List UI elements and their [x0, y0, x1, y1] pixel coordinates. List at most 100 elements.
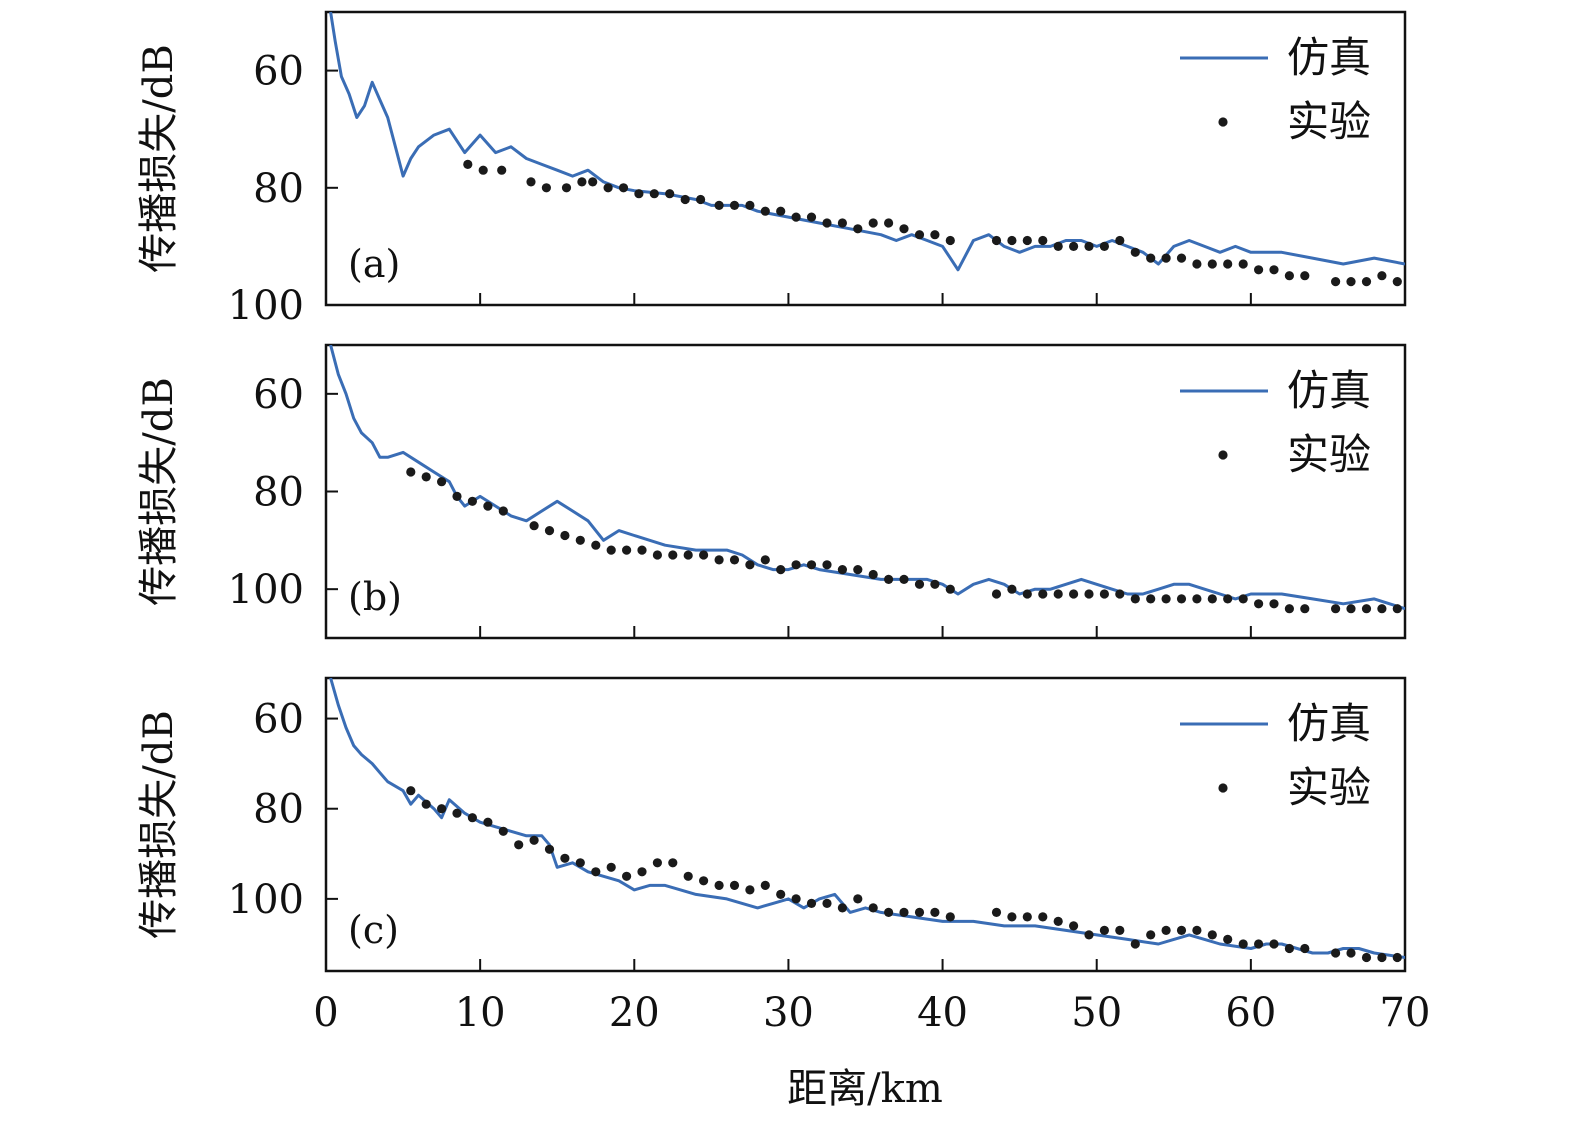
exp-point [1007, 912, 1017, 922]
x-axis-title: 距离/km [787, 1066, 943, 1112]
x-tick-label: 20 [609, 990, 660, 1036]
x-tick-label: 10 [455, 990, 506, 1036]
y-axis-title: 传播损失/dB [136, 710, 182, 938]
legend-exp-swatch [1218, 450, 1228, 460]
exp-point [1053, 589, 1063, 599]
exp-point [868, 218, 878, 228]
exp-point [745, 560, 755, 570]
exp-point [1346, 277, 1356, 287]
exp-point [853, 224, 863, 234]
exp-point [1115, 589, 1125, 599]
exp-point [1115, 925, 1125, 936]
exp-point [1238, 594, 1248, 604]
exp-point [529, 835, 539, 845]
exp-point [930, 230, 940, 240]
exp-point [837, 218, 848, 228]
exp-point [683, 871, 693, 881]
exp-point [467, 813, 477, 823]
exp-point [1161, 594, 1171, 604]
exp-point [945, 584, 955, 594]
y-tick-label: 100 [228, 567, 304, 613]
exp-point [1130, 247, 1140, 257]
exp-point [1331, 948, 1341, 958]
y-tick-label: 80 [253, 470, 304, 516]
exp-point [930, 907, 940, 918]
exp-point [745, 885, 755, 895]
exp-point [1254, 599, 1264, 609]
exp-point [634, 189, 644, 199]
y-tick-label: 60 [253, 697, 304, 743]
exp-point [463, 159, 473, 169]
exp-point [1007, 584, 1017, 594]
exp-point [1223, 259, 1233, 269]
exp-point [1115, 235, 1125, 246]
exp-point [899, 907, 909, 918]
exp-point [1346, 604, 1356, 614]
exp-point [1331, 277, 1341, 287]
exp-point [421, 472, 431, 482]
plot-frame [324, 343, 1407, 640]
exp-point [680, 194, 690, 205]
x-tick-label: 60 [1225, 990, 1276, 1036]
exp-point [776, 206, 786, 216]
exp-point [1069, 241, 1079, 251]
exp-point [1269, 599, 1279, 609]
y-tick-label: 80 [253, 787, 304, 833]
exp-point [696, 194, 706, 205]
exp-point [884, 907, 894, 918]
exp-point [483, 817, 493, 827]
legend-exp-swatch [1218, 117, 1228, 127]
exp-point [1392, 952, 1402, 963]
exp-point [478, 165, 488, 175]
x-tick-label: 40 [917, 990, 968, 1036]
exp-point [577, 177, 587, 187]
exp-point [729, 880, 740, 891]
exp-point [452, 491, 462, 501]
legend-exp-label: 实验 [1287, 763, 1371, 812]
y-axis-title: 传播损失/dB [136, 377, 182, 605]
exp-point [668, 858, 678, 868]
exp-point [1130, 939, 1140, 949]
exp-point [1361, 277, 1372, 287]
exp-point [560, 853, 570, 863]
x-tick-label: 50 [1071, 990, 1122, 1036]
exp-point [1084, 930, 1094, 940]
exp-point [899, 574, 909, 585]
sim-series-line [329, 12, 1405, 272]
exp-point [544, 844, 555, 854]
exp-point [606, 545, 616, 555]
exp-point [1099, 925, 1109, 936]
exp-point [899, 224, 909, 234]
exp-point [714, 555, 724, 565]
exp-point [575, 858, 585, 868]
exp-point [1053, 916, 1063, 927]
exp-point [1099, 589, 1109, 599]
exp-point [1146, 594, 1156, 604]
x-tick-label: 70 [1380, 990, 1431, 1036]
sim-series-line [329, 345, 1405, 611]
exp-point [652, 550, 663, 560]
exp-point [1007, 235, 1017, 246]
exp-point [1161, 253, 1171, 263]
legend-sim-label: 仿真 [1287, 699, 1371, 748]
exp-point [1038, 589, 1048, 599]
y-tick-label: 60 [253, 372, 304, 418]
exp-point [806, 212, 817, 222]
exp-point [1176, 925, 1187, 936]
x-tick-labels: 0 10 20 30 40 50 60 70 [313, 990, 1430, 1036]
exp-point [760, 880, 770, 891]
exp-point [1207, 594, 1217, 604]
exp-point [1146, 930, 1156, 940]
exp-point [868, 903, 878, 913]
exp-point [591, 867, 601, 877]
exp-point [1022, 589, 1032, 599]
exp-point [806, 898, 817, 909]
legend-sim-label: 仿真 [1287, 366, 1371, 415]
exp-point [560, 530, 570, 541]
exp-point [1207, 259, 1217, 269]
exp-point [1069, 921, 1079, 931]
